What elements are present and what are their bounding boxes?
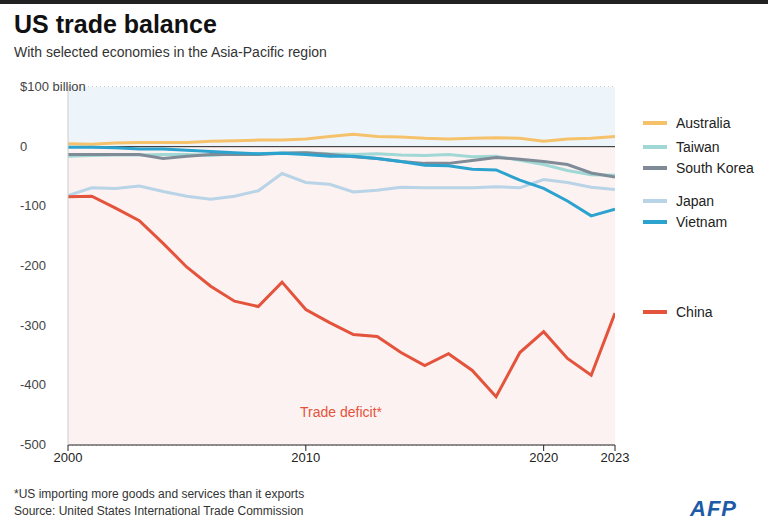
svg-text:-200: -200 <box>20 258 46 273</box>
svg-text:2010: 2010 <box>291 450 320 465</box>
html-text:Japan: Japan <box>676 193 715 209</box>
html-text:With selected economies in the: With selected economies in the Asia-Paci… <box>14 44 327 60</box>
svg-text:-400: -400 <box>20 377 46 392</box>
svg-text:-500: -500 <box>20 437 46 452</box>
svg-text:$100 billion: $100 billion <box>20 79 86 94</box>
html-text:Australia: Australia <box>676 115 731 131</box>
html-text:Vietnam: Vietnam <box>676 214 728 230</box>
html-text:China: China <box>676 304 713 320</box>
html-text:AFP: AFP <box>690 496 737 521</box>
svg-text:0: 0 <box>20 139 27 154</box>
html-text:South Korea: South Korea <box>676 160 754 176</box>
svg-text:-100: -100 <box>20 198 46 213</box>
html-text:*US importing more goods and s: *US importing more goods and services th… <box>14 487 305 501</box>
html-text:Taiwan: Taiwan <box>676 139 720 155</box>
svg-text:2023: 2023 <box>601 450 630 465</box>
svg-text:-300: -300 <box>20 318 46 333</box>
html-text:Source: United States Internat: Source: United States International Trad… <box>14 504 304 518</box>
svg-text:2000: 2000 <box>54 450 83 465</box>
svg-text:2020: 2020 <box>529 450 558 465</box>
html-text:Trade deficit*: Trade deficit* <box>300 404 382 420</box>
html-text:US trade balance: US trade balance <box>14 10 217 38</box>
